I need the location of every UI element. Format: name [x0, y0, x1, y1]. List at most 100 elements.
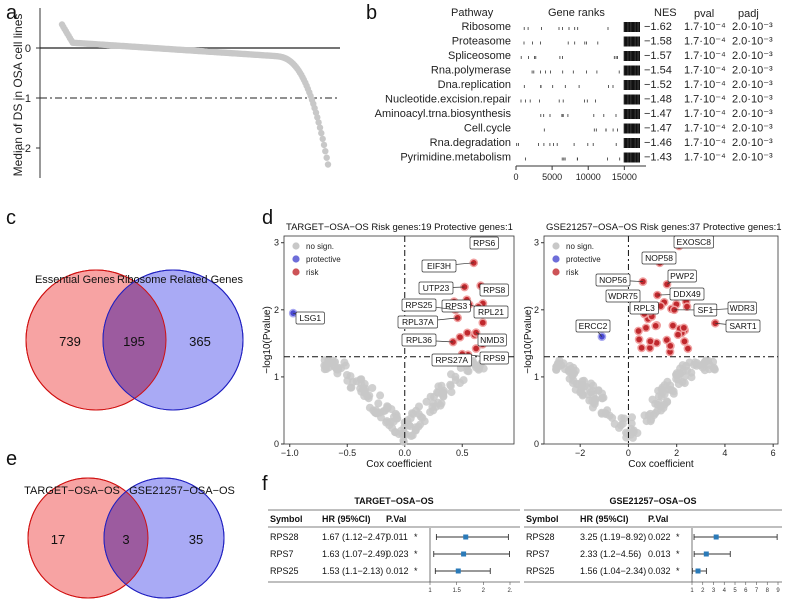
d2-nonsig-point: [627, 419, 636, 428]
a-points: [58, 21, 332, 168]
d2-label-box: [727, 301, 757, 315]
b-padj-value: 2.0·10⁻³: [732, 123, 773, 135]
f1-hr-text: 1.67 (1.12−2.47): [322, 532, 388, 542]
d1-nonsig-point: [343, 376, 352, 385]
d2-label-box: [605, 289, 641, 303]
b-pathway-label: Cell.cycle: [464, 123, 511, 135]
a-y-axis-label: Median of DS in OSA cell lines: [11, 14, 25, 177]
a-point: [324, 161, 332, 168]
d2-risk-point: [668, 321, 678, 330]
b-pathway-label: Rna.polymerase: [431, 65, 511, 77]
d1-risk-point: [471, 344, 481, 353]
b-nes-value: −1.46: [644, 137, 672, 149]
d2-label-box: [641, 251, 677, 265]
b-pathway-label: Pyrimidine.metabolism: [400, 152, 511, 164]
b-pval-value: 1.7·10⁻⁴: [684, 65, 726, 77]
d1-risk-point: [455, 332, 465, 342]
d2-label-box: [725, 319, 761, 333]
f1-star: *: [414, 532, 418, 542]
d1-nonsig-point: [412, 406, 420, 415]
b-x-tick-label: 10000: [576, 172, 601, 182]
c-overlap: [103, 270, 166, 410]
d1-legend-swatch: [292, 255, 300, 263]
f1-x-tick-label: 2: [482, 588, 486, 594]
f2-hr-point: [713, 534, 719, 540]
d2-nonsig-point: [568, 369, 577, 378]
d1-nonsig-point: [365, 403, 374, 412]
d1-nonsig-point: [459, 376, 468, 385]
panel-a-chart: 0 -1 -2 Median of DS in OSA cell lines: [11, 8, 340, 178]
d2-nonsig-point: [566, 361, 574, 370]
b-header-pval: pval: [694, 8, 714, 20]
d2-label-box: [673, 235, 714, 249]
c-label-essential: Essential Genes: [35, 274, 116, 286]
d2-gene-label: DDX49: [673, 289, 701, 299]
e-label-gse: GSE21257−OSA−OS: [129, 485, 235, 497]
f2-star: *: [676, 532, 680, 542]
d1-gene-labels: RPS6 EIF3H RPS8 UTP23 RPS3 RPL21 RPS25 RPL37A NM…: [293, 236, 509, 367]
d2-y-label: −log10(Pvalue): [524, 306, 534, 374]
d1-gene-label: RPL21: [478, 307, 504, 317]
f1-axis: 1 1.5 2 2.: [428, 582, 513, 594]
d1-legend: no sign. protective risk: [292, 242, 341, 277]
d2-risk-point: [651, 321, 661, 331]
d2-risk-point: [665, 341, 675, 351]
b-header-ranks: Gene ranks: [548, 7, 605, 19]
f1-hr-point: [461, 551, 467, 557]
d1-nonsig-point: [356, 375, 365, 384]
d1-gene-label: RPS27A: [435, 355, 468, 365]
d2-legend-label: protective: [566, 255, 601, 264]
d2-gene-label: WDR3: [730, 303, 755, 313]
d2-x-tick-label: −2: [575, 448, 585, 458]
b-pathway-label: Nucleotide.excision.repair: [385, 94, 511, 106]
panel-letter-e: e: [6, 448, 18, 470]
d1-nonsig-point: [472, 363, 481, 372]
f2-title: GSE21257−OSA−OS: [609, 496, 696, 506]
b-nes-value: −1.47: [644, 123, 672, 135]
d2-legend-swatch: [552, 242, 560, 250]
f2-x-tick-label: 5: [733, 588, 737, 594]
b-x-tick-label: 0: [513, 172, 518, 182]
panel-letter-d: d: [262, 207, 274, 229]
d2-nonsig-point: [588, 397, 597, 406]
d1-nonsig-point: [341, 361, 350, 370]
d1-legend-swatch: [292, 242, 300, 250]
d1-nonsig-point: [371, 409, 380, 418]
d2-nonsig-point: [622, 433, 631, 442]
b-nes-value: −1.52: [644, 79, 672, 91]
d1-label-box: [397, 315, 438, 329]
f1-x-tick-label: 2.: [507, 588, 512, 594]
b-x-tick-label: 5000: [542, 172, 562, 182]
d2-x-tick-label: 4: [722, 448, 727, 458]
d2-y-tick-label: 1: [534, 372, 539, 382]
d2-x-tick-label: 2: [674, 448, 679, 458]
d2-nonsig-point: [616, 421, 625, 430]
d1-nonsig-point: [376, 391, 385, 400]
b-padj-value: 2.0·10⁻³: [732, 94, 773, 106]
panel-b-chart: Pathway Gene ranks NES pval padj Ribosom…: [375, 7, 773, 182]
d2-legend-swatch: [552, 255, 560, 263]
d2-nonsig-point: [608, 413, 617, 422]
d1-nonsig-point: [322, 365, 331, 373]
d2-nonsig-point: [699, 360, 708, 369]
f1-star: *: [414, 549, 418, 559]
d1-nonsig-point: [374, 399, 383, 408]
d2-gene-label: SART1: [729, 321, 757, 331]
d2-risk-point: [673, 330, 683, 340]
f2-header-symbol: Symbol: [526, 514, 559, 524]
d2-y-tick-label: 0: [534, 439, 539, 449]
d1-nonsig-point: [331, 358, 339, 366]
a-point: [323, 154, 330, 161]
d1-gene-label: RPS8: [483, 285, 505, 295]
b-pval-value: 1.7·10⁻⁴: [684, 36, 726, 48]
d2-y-tick-label: 3: [534, 238, 539, 248]
d1-nonsig-point: [368, 384, 377, 392]
f2-pval: 0.022: [648, 532, 671, 542]
d2-nonsig-point: [629, 428, 638, 437]
b-header-padj: padj: [738, 8, 759, 20]
d2-nonsig-point: [642, 417, 651, 426]
d1-y-tick-label: 3: [274, 238, 279, 248]
d2-x-label: Cox coefficient: [628, 459, 694, 470]
d1-nonsig-point: [361, 384, 370, 393]
